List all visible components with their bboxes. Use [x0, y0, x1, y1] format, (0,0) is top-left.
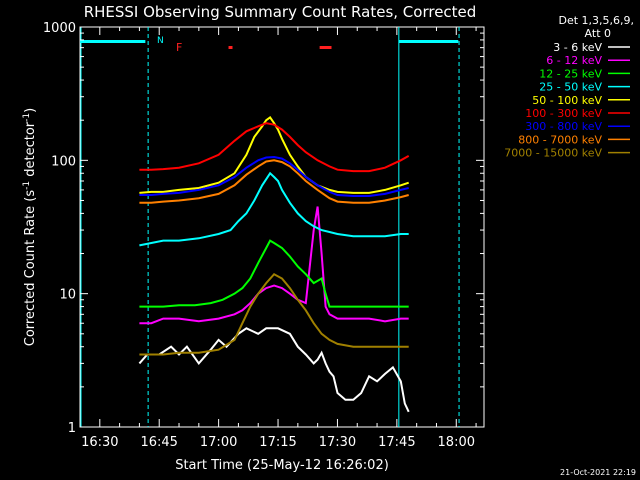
x-tick-label: 16:30 [81, 435, 118, 450]
x-tick-label: 17:45 [378, 435, 415, 450]
series-line-4 [139, 115, 410, 194]
footer-date: 21-Oct-2021 22:19 [560, 468, 636, 477]
flare-bar [319, 46, 332, 49]
night-bars [80, 40, 459, 43]
y-axis-label-sup1: -1 [22, 181, 32, 190]
flare-bar [228, 46, 233, 49]
flare-label: F [176, 41, 182, 54]
series-line-0 [138, 327, 410, 413]
y-axis-label-mid: detector [23, 121, 38, 181]
night-bar [398, 40, 459, 43]
x-tick-label: 17:00 [200, 435, 237, 450]
night-label: N [157, 36, 164, 46]
chart-title: RHESSI Observing Summary Count Rates, Co… [84, 3, 477, 21]
legend-header-1: Det 1,3,5,6,9, [558, 14, 634, 27]
x-axis: 16:30 16:45 17:00 17:15 17:30 17:45 18:00 [79, 27, 477, 450]
y-axis-label: Corrected Count Rate (s-1 detector-1) [22, 108, 38, 346]
legend-label: 800 - 7000 keV [518, 133, 602, 146]
legend-label: 100 - 300 keV [525, 107, 602, 120]
series-line-5 [139, 122, 410, 173]
legend-header-2: Att 0 [585, 27, 611, 40]
legend-label: 300 - 800 keV [525, 120, 602, 133]
y-tick-label: 100 [51, 154, 76, 169]
x-tick-label: 16:45 [140, 435, 177, 450]
x-axis-label: Start Time (25-May-12 16:26:02) [175, 458, 389, 473]
legend-label: 6 - 12 keV [546, 54, 602, 67]
night-bar [80, 40, 146, 43]
series-line-2 [139, 239, 409, 308]
y-tick-label: 1000 [43, 21, 76, 36]
legend-label: 25 - 50 keV [539, 81, 602, 94]
series-line-1 [139, 206, 409, 325]
series-line-6 [139, 155, 409, 197]
x-tick-label: 18:00 [438, 435, 475, 450]
x-tick-label: 17:30 [319, 435, 356, 450]
night-boundary-lines [80, 27, 460, 427]
series-line-7 [139, 159, 409, 204]
plot-frame [79, 26, 485, 428]
x-tick-label: 17:15 [259, 435, 296, 450]
y-axis: 1 10 100 1000 [43, 21, 484, 436]
y-tick-label: 1 [68, 421, 76, 436]
legend-label: 3 - 6 keV [553, 41, 602, 54]
legend-label: 7000 - 15000 keV [504, 147, 602, 160]
series-line-8 [139, 272, 409, 356]
y-tick-label: 10 [59, 288, 76, 303]
y-axis-label-start: Corrected Count Rate (s [23, 190, 38, 347]
y-axis-label-sup2: -1 [22, 113, 32, 122]
y-axis-label-end: ) [23, 108, 38, 113]
legend-label: 50 - 100 keV [532, 94, 602, 107]
legend-label: 12 - 25 keV [539, 67, 602, 80]
flare-bars [228, 46, 332, 49]
series-line-3 [139, 171, 409, 247]
series-lines [138, 115, 410, 413]
plot-area: N F [79, 26, 485, 428]
